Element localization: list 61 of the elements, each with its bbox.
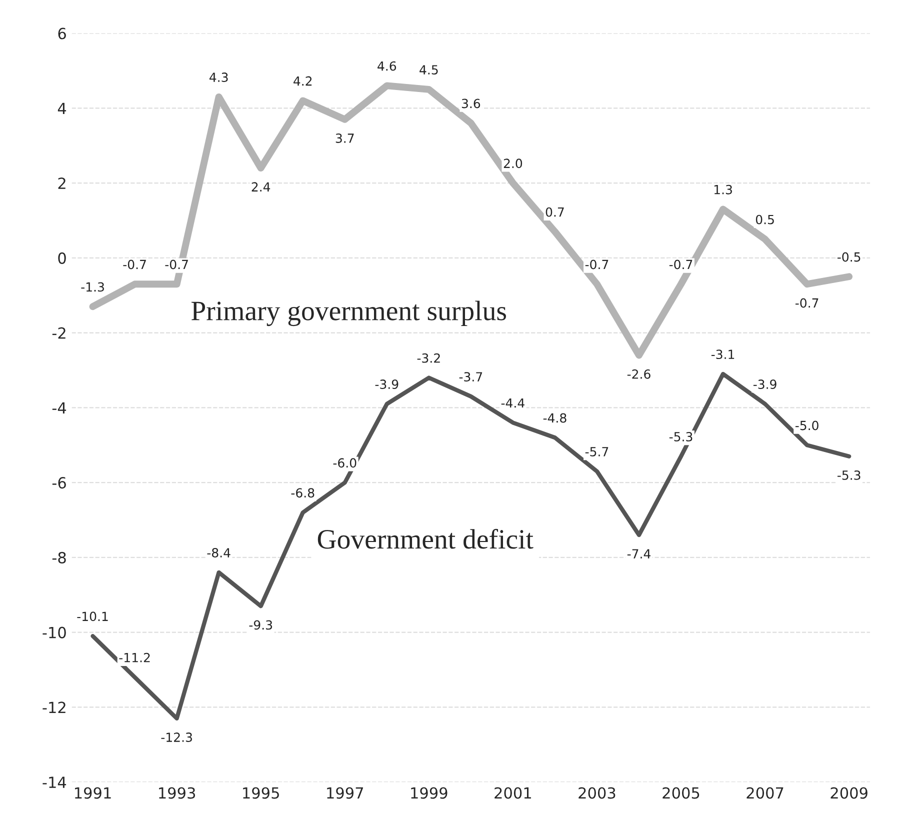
data-label: -3.9 (375, 380, 398, 390)
y-tick-label: -6 (52, 477, 66, 489)
data-label: 4.3 (209, 72, 228, 82)
data-label: -11.2 (119, 652, 150, 662)
data-label: -3.2 (417, 353, 440, 363)
x-tick-label: 2005 (662, 787, 700, 799)
x-tick-label: 1993 (159, 787, 196, 799)
data-label: -7.4 (627, 549, 650, 558)
x-tick-label: 2001 (494, 787, 531, 799)
y-tick-label: -10 (42, 626, 66, 638)
data-label: -0.7 (123, 260, 146, 270)
data-label: 0.7 (546, 207, 564, 217)
y-tick-label: -4 (52, 402, 66, 414)
data-label: -5.0 (795, 420, 818, 430)
x-tick-label: 1991 (75, 787, 111, 799)
data-label: -6.8 (291, 488, 314, 498)
data-label: -0.7 (165, 260, 188, 270)
data-label: -6.0 (333, 458, 356, 468)
data-label: -12.3 (161, 732, 192, 742)
data-label: -0.5 (838, 252, 860, 262)
y-tick-label: -12 (42, 702, 66, 714)
data-label: -1.3 (81, 282, 104, 292)
y-tick-label: -14 (42, 776, 66, 788)
data-label: -8.4 (207, 548, 230, 558)
x-tick-label: 1995 (243, 787, 279, 799)
data-label: -5.7 (585, 447, 608, 456)
data-label: -4.8 (543, 413, 566, 423)
data-label: -5.3 (669, 432, 692, 442)
x-tick-label: 2009 (830, 787, 868, 799)
data-label: 2.0 (504, 158, 522, 168)
data-label: -0.7 (669, 260, 692, 270)
y-tick-label: 0 (58, 252, 66, 264)
data-label: 4.6 (378, 61, 396, 71)
data-label: 4.2 (294, 76, 312, 86)
data-label: -0.7 (585, 260, 608, 270)
x-tick-label: 1997 (327, 787, 364, 799)
data-label: -5.3 (838, 470, 860, 480)
data-label: 3.7 (336, 134, 354, 143)
data-label: 0.5 (756, 214, 774, 224)
y-tick-label: 4 (58, 102, 66, 114)
data-label: -4.4 (501, 398, 524, 408)
x-tick-label: 2007 (746, 787, 784, 799)
y-tick-label: -8 (52, 552, 66, 564)
y-tick-label: 6 (58, 28, 66, 40)
data-label: 1.3 (714, 184, 732, 194)
data-label: -2.6 (627, 369, 650, 379)
data-label: -3.1 (711, 350, 734, 360)
x-tick-label: 2003 (578, 787, 616, 799)
data-label: -0.7 (795, 298, 818, 308)
data-label: -3.9 (753, 380, 776, 390)
data-label: -3.7 (459, 372, 482, 382)
annotation: Government deficit (318, 528, 534, 549)
data-label: 4.5 (420, 65, 438, 75)
y-tick-label: -2 (52, 327, 66, 339)
data-label: 3.6 (462, 98, 480, 108)
data-label: -10.1 (77, 612, 108, 622)
x-tick-label: 1999 (411, 787, 448, 799)
y-tick-label: 2 (58, 178, 66, 189)
annotation: Primary government surplus (191, 300, 506, 326)
data-label: 2.4 (252, 182, 270, 192)
data-label: -9.3 (249, 620, 272, 630)
